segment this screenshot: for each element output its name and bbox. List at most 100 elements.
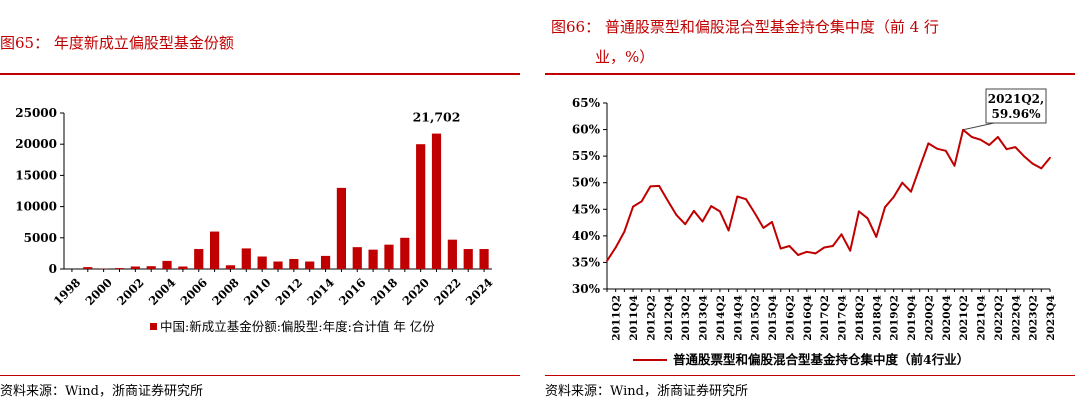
right-source-rule (545, 375, 1075, 376)
legend-swatch (150, 323, 157, 330)
callout-label-line1: 2021Q2, (988, 92, 1044, 106)
callout-pointer (963, 122, 995, 131)
x-tick-label: 2012Q4 (663, 295, 675, 341)
data-point (692, 209, 695, 212)
legend-label: 普通股票型和偏股混合型基金持仓集中度（前4行业） (673, 352, 969, 367)
data-point (953, 164, 956, 167)
data-point (970, 136, 973, 138)
data-point (884, 206, 886, 209)
y-tick-label: 65% (572, 96, 601, 110)
data-point (927, 142, 930, 145)
bar (463, 249, 473, 269)
data-point (762, 226, 765, 229)
y-tick-label: 10000 (15, 200, 57, 214)
data-point (658, 185, 661, 187)
x-tick-label: 2022Q2 (993, 295, 1005, 341)
bar (114, 268, 125, 269)
y-tick-label: 50% (572, 176, 601, 190)
bar (130, 266, 140, 269)
data-point (788, 245, 791, 247)
data-point (996, 136, 999, 138)
y-tick-label: 45% (572, 202, 601, 216)
data-point (701, 220, 704, 223)
data-point (710, 205, 713, 207)
data-point (936, 147, 938, 150)
data-point (606, 259, 608, 262)
data-point (640, 200, 643, 203)
data-point (1049, 156, 1051, 159)
x-tick-label: 2010 (241, 275, 274, 308)
bar (305, 261, 315, 269)
data-point (771, 221, 773, 223)
data-point (736, 195, 739, 198)
bar (352, 247, 362, 269)
x-tick-label: 2018Q4 (871, 295, 883, 341)
bar (368, 249, 378, 269)
bar (194, 249, 204, 269)
data-point (623, 230, 626, 233)
x-tick-label: 2022Q4 (1010, 295, 1022, 341)
y-tick-label: 55% (572, 149, 601, 163)
x-tick-label: 2019Q4 (906, 295, 918, 341)
bar (320, 255, 331, 269)
bar (336, 187, 347, 269)
data-point (988, 144, 991, 146)
bar (241, 248, 251, 269)
bar (384, 244, 394, 269)
x-tick-label: 2004 (146, 275, 179, 308)
bar (257, 256, 267, 269)
data-point (901, 181, 904, 184)
bar (162, 260, 172, 269)
right-figure-title-line2: 业，%） (595, 48, 655, 66)
bar (479, 249, 489, 269)
bar (431, 133, 442, 269)
right-figure-title: 图66： 普通股票型和偏股混合型基金持仓集中度（前 4 行 业，%） (551, 12, 939, 72)
x-tick-label: 2014Q2 (715, 295, 727, 341)
x-tick-label: 1998 (51, 275, 84, 308)
data-point (675, 214, 678, 217)
data-point (632, 205, 634, 208)
data-point (614, 246, 617, 249)
x-tick-label: 2016Q2 (784, 295, 796, 341)
x-tick-label: 2012Q2 (645, 295, 657, 341)
data-point (918, 166, 921, 169)
y-tick-label: 40% (572, 229, 601, 243)
x-tick-label: 2018Q2 (854, 295, 866, 341)
x-tick-label: 2000 (82, 275, 115, 308)
legend-label: 中国:新成立基金份额:偏股型:年度:合计值 年 亿份 (160, 319, 435, 334)
right-figure-panel: 图66： 普通股票型和偏股混合型基金持仓集中度（前 4 行 业，%） 30% 35… (545, 0, 1080, 406)
right-source-note: 资料来源：Wind，浙商证券研究所 (545, 384, 748, 399)
x-tick-label: 2021Q4 (976, 295, 988, 341)
x-tick-label: 2021Q2 (958, 295, 970, 341)
data-point (831, 245, 834, 247)
data-point (805, 250, 808, 253)
data-point (649, 185, 652, 188)
bar (400, 237, 410, 269)
bar (289, 259, 299, 269)
bar (83, 267, 93, 269)
x-tick-label: 2020Q4 (941, 295, 953, 341)
data-point (745, 198, 747, 201)
x-tick-label: 2012 (273, 275, 306, 308)
bar (447, 239, 457, 269)
x-tick-label: 2013Q2 (680, 295, 692, 341)
data-point (1031, 162, 1034, 165)
y-tick-label: 60% (572, 123, 601, 137)
callout-label-line2: 59.96% (992, 107, 1042, 121)
y-tick-label: 25000 (15, 106, 57, 120)
data-point (892, 196, 895, 198)
x-tick-label: 2022 (431, 275, 464, 308)
x-tick-label: 2018 (368, 275, 401, 308)
x-tick-label: 2020Q2 (923, 295, 935, 341)
data-point (1005, 148, 1008, 151)
data-point (666, 199, 669, 202)
x-tick-label: 2015Q4 (767, 295, 779, 341)
x-tick-label: 2017Q2 (819, 295, 831, 341)
x-tick-label: 2020 (399, 275, 432, 308)
x-tick-label: 2023Q4 (1045, 295, 1057, 341)
data-point (910, 190, 912, 193)
x-tick-label: 2019Q2 (889, 295, 901, 341)
x-tick-label: 2017Q4 (837, 295, 849, 341)
series-line (606, 128, 1051, 262)
x-tick-label: 2011Q2 (611, 295, 623, 341)
